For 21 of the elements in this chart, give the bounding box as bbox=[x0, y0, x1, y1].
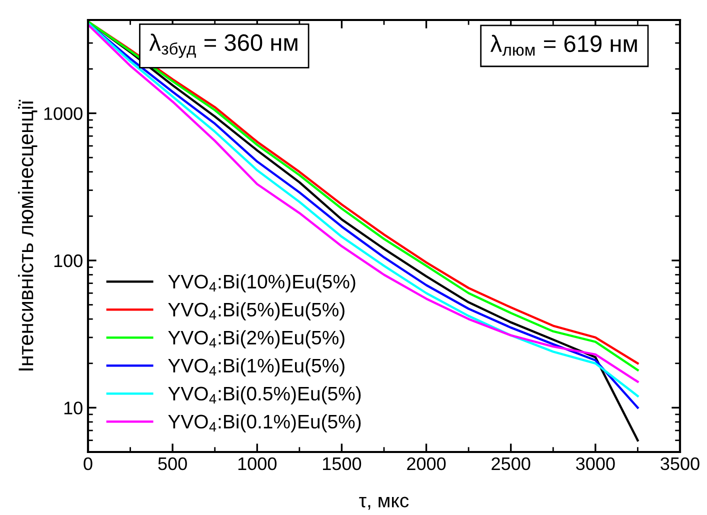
legend-label: YVO$_{4}$:Bi(0.5%)Eu(5%) bbox=[168, 386, 361, 404]
x-tick-label: 500 bbox=[158, 457, 187, 470]
y-axis-title: Інтенсивність люмінесценції bbox=[18, 100, 38, 370]
x-tick-label: 0 bbox=[84, 457, 92, 470]
y-tick-label: 10 bbox=[64, 402, 82, 414]
legend-label: YVO$_{4}$:Bi(10%)Eu(5%) bbox=[168, 274, 356, 292]
legend-label: YVO$_{4}$:Bi(1%)Eu(5%) bbox=[168, 358, 344, 376]
x-tick-label: 3500 bbox=[660, 457, 700, 470]
x-tick-label: 1500 bbox=[323, 457, 362, 470]
annotation: λ$_{люм}$ = 619 нм bbox=[490, 34, 637, 56]
x-tick-label: 3000 bbox=[576, 457, 615, 470]
x-tick-label: 2000 bbox=[407, 457, 446, 470]
legend-label: YVO$_{4}$:Bi(2%)Eu(5%) bbox=[168, 330, 344, 348]
x-axis-title: τ, мкс bbox=[359, 496, 409, 510]
x-tick-label: 2500 bbox=[492, 457, 530, 470]
y-tick-label: 100 bbox=[54, 254, 82, 268]
y-tick-label: 1000 bbox=[44, 107, 82, 120]
legend-label: YVO$_{4}$:Bi(5%)Eu(5%) bbox=[168, 302, 344, 320]
x-tick-label: 1000 bbox=[238, 457, 277, 470]
annotation: λ$_{збуд}$ = 360 нм bbox=[149, 34, 298, 58]
legend-label: YVO$_{4}$:Bi(0.1%)Eu(5%) bbox=[168, 414, 361, 432]
